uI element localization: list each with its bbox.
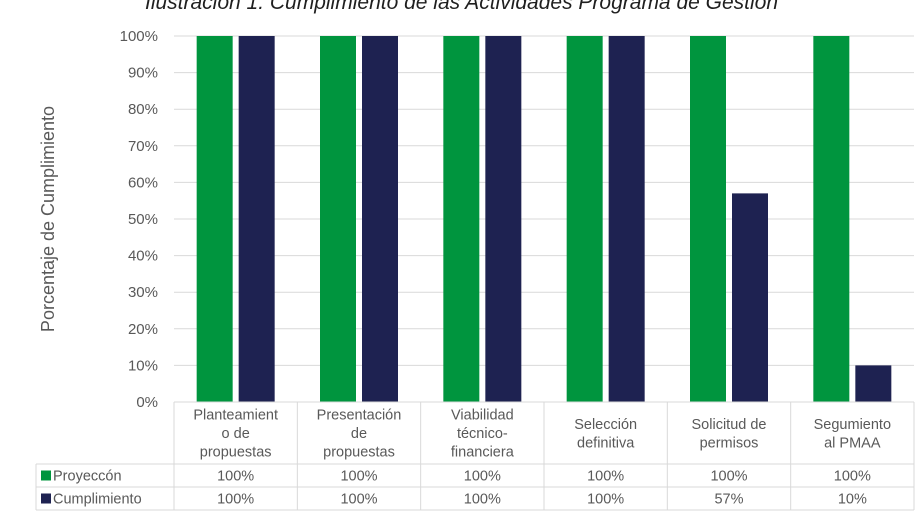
x-tick-label: permisos <box>700 435 759 451</box>
y-tick-label: 50% <box>128 211 158 228</box>
x-tick-label: propuestas <box>200 445 272 461</box>
bar-cumplimiento <box>362 36 398 402</box>
bar-cumplimiento <box>238 36 275 402</box>
data-label: 100% <box>340 469 377 485</box>
data-label: 100% <box>587 492 624 508</box>
x-tick-label: financiera <box>451 445 515 461</box>
y-tick-label: 90% <box>128 65 158 82</box>
x-tick-label: propuestas <box>323 445 395 461</box>
data-label: 10% <box>838 492 867 508</box>
x-tick-label: al PMAA <box>824 435 881 451</box>
data-label: 100% <box>217 469 254 485</box>
x-tick-label: o de <box>222 426 250 442</box>
data-label: 100% <box>834 469 871 485</box>
y-tick-label: 30% <box>128 284 158 301</box>
data-label: 57% <box>714 492 743 508</box>
legend-key-cumplimiento <box>41 493 51 504</box>
y-tick-label: 10% <box>128 357 158 374</box>
bar-proyeccion <box>196 36 233 402</box>
data-label: 100% <box>464 469 501 485</box>
bar-proyeccion <box>443 36 480 402</box>
bar-proyeccion <box>566 36 603 402</box>
legend-label: Cumplimiento <box>53 492 142 508</box>
bar-cumplimiento <box>485 36 522 402</box>
bar-proyeccion <box>320 36 356 402</box>
bar-proyeccion <box>690 36 726 402</box>
x-tick-label: Presentación <box>317 408 402 424</box>
y-tick-label: 80% <box>128 101 158 118</box>
y-tick-label: 100% <box>120 28 158 45</box>
bar-cumplimiento <box>855 365 892 402</box>
data-label: 100% <box>340 492 377 508</box>
x-tick-label: técnico- <box>457 426 508 442</box>
x-tick-label: Planteamient <box>193 408 278 424</box>
x-tick-label: Selección <box>574 417 637 433</box>
data-label: 100% <box>464 492 501 508</box>
x-tick-label: Segumiento <box>814 417 891 433</box>
x-tick-label: Solicitud de <box>692 417 767 433</box>
y-axis-label: Porcentaje de Cumplimiento <box>38 106 58 332</box>
x-tick-label: definitiva <box>577 435 635 451</box>
y-tick-label: 70% <box>128 138 158 155</box>
bar-cumplimiento <box>608 36 645 402</box>
chart-title: Ilustración 1. Cumplimiento de las Activ… <box>144 0 779 14</box>
bar-cumplimiento <box>732 193 768 402</box>
y-tick-label: 0% <box>136 394 158 411</box>
data-label: 100% <box>217 492 254 508</box>
y-tick-label: 40% <box>128 248 158 265</box>
bar-proyeccion <box>813 36 850 402</box>
legend-label: Proyeccón <box>53 469 122 485</box>
legend-key-proyeccion <box>41 470 51 481</box>
x-tick-label: de <box>351 426 367 442</box>
y-tick-label: 20% <box>128 321 158 338</box>
x-tick-label: Viabilidad <box>451 408 514 424</box>
data-label: 100% <box>587 469 624 485</box>
data-label: 100% <box>710 469 747 485</box>
y-tick-label: 60% <box>128 174 158 191</box>
